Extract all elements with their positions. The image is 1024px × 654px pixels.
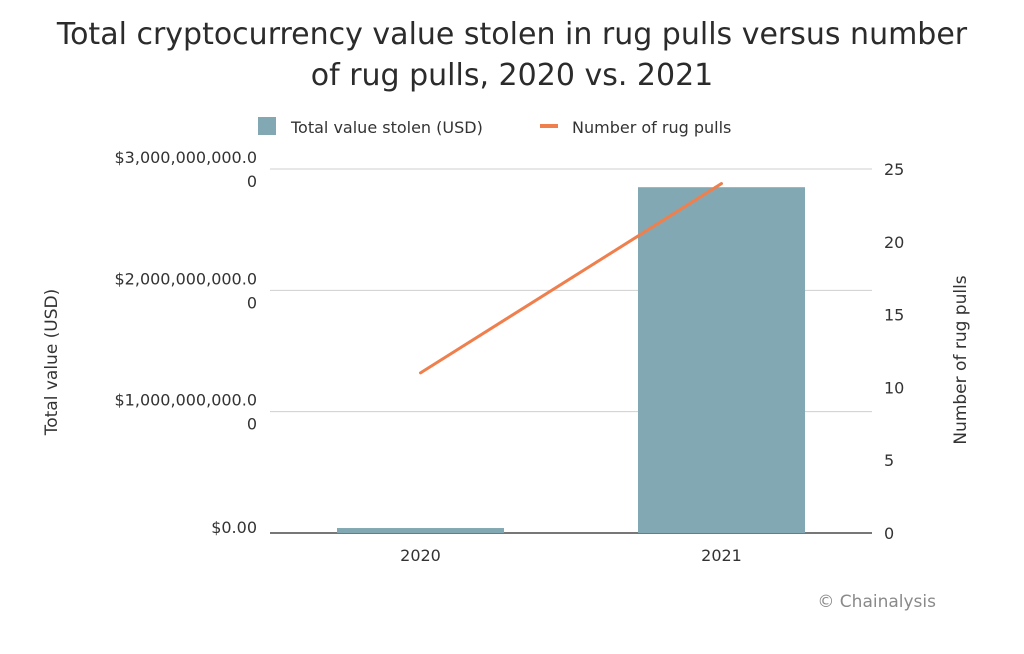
bar xyxy=(638,187,805,533)
y-axis-label: Total value (USD) xyxy=(42,289,62,437)
copyright-text: © Chainalysis xyxy=(817,592,936,612)
y2-axis-label: Number of rug pulls xyxy=(951,275,971,444)
y2-axis-ticks: 0 5 10 15 20 25 xyxy=(884,160,904,543)
bar xyxy=(337,528,504,533)
y2-tick-label: 20 xyxy=(884,233,904,252)
y2-tick-label: 0 xyxy=(884,524,894,543)
legend: Total value stolen (USD) Number of rug pu… xyxy=(258,117,731,137)
x-tick-label: 2020 xyxy=(400,546,441,565)
y-tick-label: $2,000,000,000.0 xyxy=(115,269,258,288)
line-series xyxy=(419,182,723,375)
y2-tick-label: 25 xyxy=(884,160,904,179)
legend-swatch-bar xyxy=(258,117,276,135)
series-line xyxy=(419,182,723,375)
bars xyxy=(337,187,805,533)
legend-label-bar: Total value stolen (USD) xyxy=(290,118,483,137)
y2-tick-label: 10 xyxy=(884,378,904,397)
y-tick-label-continued: 0 xyxy=(247,172,257,191)
x-tick-label: 2021 xyxy=(701,546,742,565)
y-tick-label: $1,000,000,000.0 xyxy=(115,391,258,410)
y-tick-label-continued: 0 xyxy=(247,415,257,434)
x-axis-ticks: 2020 2021 xyxy=(400,546,742,565)
y-axis-ticks: $0.00 $1,000,000,000.0 0 $2,000,000,000.0 0 $… xyxy=(115,148,258,537)
y2-tick-label: 15 xyxy=(884,306,904,325)
y-tick-label: $0.00 xyxy=(211,518,257,537)
legend-label-line: Number of rug pulls xyxy=(572,118,731,137)
y-tick-label-continued: 0 xyxy=(247,293,257,312)
y2-tick-label: 5 xyxy=(884,451,894,470)
y-tick-label: $3,000,000,000.0 xyxy=(115,148,258,167)
chart-title: Total cryptocurrency value stolen in rug… xyxy=(56,17,968,93)
